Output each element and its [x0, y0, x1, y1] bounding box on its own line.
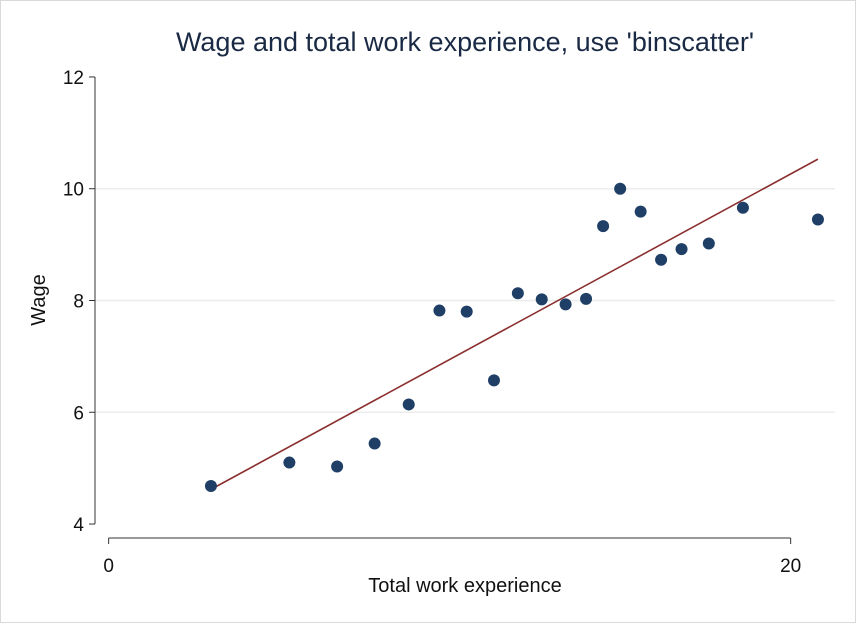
scatter-point — [283, 456, 296, 469]
fit-line — [210, 158, 819, 491]
scatter-point — [559, 298, 572, 311]
grid-lines — [95, 187, 835, 414]
x-axis-label: Total work experience — [368, 575, 561, 597]
scatter-point — [614, 182, 627, 195]
y-tick-label: 10 — [63, 180, 84, 201]
y-tick-label: 12 — [63, 68, 84, 89]
scatter-point — [597, 220, 610, 233]
scatter-point — [580, 292, 593, 305]
x-tick-label: 20 — [780, 556, 801, 577]
chart-title: Wage and total work experience, use 'bin… — [176, 27, 754, 57]
fit-line-layer — [210, 158, 819, 491]
scatter-point — [460, 305, 473, 318]
scatter-point — [487, 374, 500, 387]
scatter-point — [511, 287, 524, 300]
y-tick-label: 4 — [73, 515, 84, 536]
y-axis-label: Wage — [28, 274, 50, 326]
scatter-point — [535, 293, 548, 306]
scatter-points — [204, 182, 824, 493]
scatter-point — [702, 237, 715, 250]
x-tick-label: 0 — [103, 556, 114, 577]
scatter-point — [402, 398, 415, 411]
scatter-point — [811, 213, 824, 226]
scatter-point — [433, 304, 446, 317]
scatter-point — [331, 460, 344, 473]
y-tick-label: 8 — [73, 292, 84, 313]
scatter-point — [634, 205, 647, 218]
axes: 4 6 8 10 12 0 20 — [63, 68, 801, 577]
scatter-point — [368, 437, 381, 450]
y-tick-label: 6 — [73, 403, 84, 424]
scatter-point — [736, 201, 749, 214]
scatter-point — [675, 243, 688, 256]
scatter-point — [204, 480, 217, 493]
scatter-point — [655, 253, 668, 266]
